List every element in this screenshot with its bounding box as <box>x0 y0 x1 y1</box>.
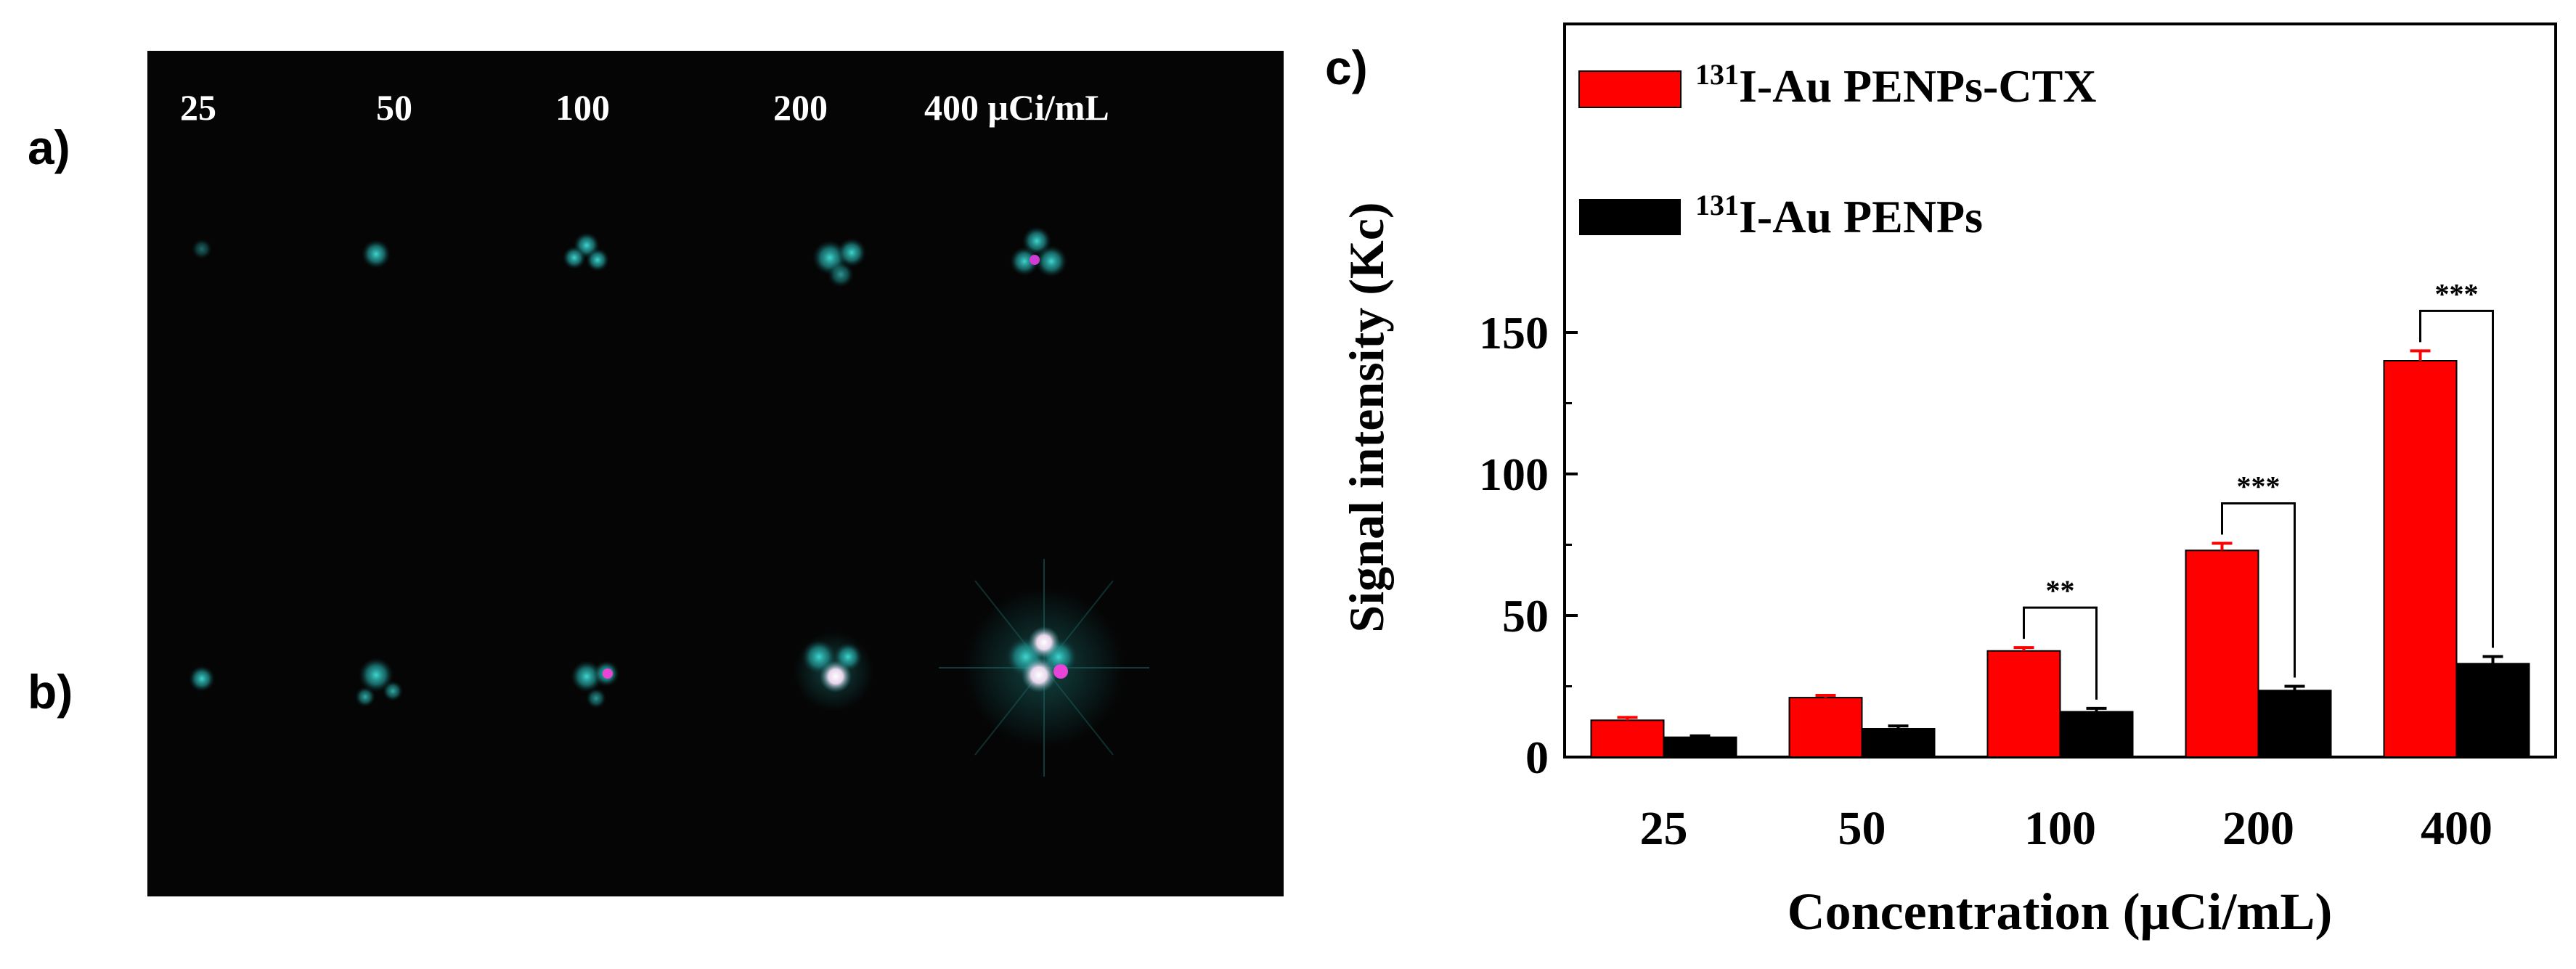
x-axis-ticks: 25 50 100 200 400 <box>1640 802 2493 855</box>
spot-b-25 <box>189 666 215 692</box>
x-axis-title: Concentration (μCi/mL) <box>1788 883 2333 941</box>
spot-a-50 <box>362 240 391 269</box>
y-tick-label: 100 <box>1479 449 1549 500</box>
spot-row-b <box>189 559 1149 777</box>
spot-b-400 <box>939 559 1149 777</box>
bar-ctx-50 <box>1788 697 1863 758</box>
y-tick-label: 150 <box>1479 307 1549 359</box>
spot-b-50 <box>355 658 403 707</box>
bar-penp-200 <box>2257 690 2332 758</box>
legend-label-ctx: 131I-Au PENPs-CTX <box>1695 58 2096 112</box>
legend: 131I-Au PENPs-CTX 131I-Au PENPs <box>1578 58 2096 242</box>
bar-ctx-200 <box>2185 549 2259 758</box>
spot-a-100 <box>563 232 609 271</box>
scan-conc-label-50: 50 <box>376 87 412 128</box>
significance-label: *** <box>2237 470 2281 503</box>
spot-row-a <box>192 226 1067 287</box>
legend-swatch-ctx <box>1578 70 1682 108</box>
scan-conc-label-25: 25 <box>180 87 216 128</box>
scan-conc-label-400: 400 μCi/mL <box>924 87 1109 128</box>
bar-penp-100 <box>2059 711 2134 758</box>
x-tick-label-25: 25 <box>1640 802 1688 855</box>
spot-b-200 <box>794 631 873 711</box>
scan-conc-label-200: 200 <box>773 87 828 128</box>
significance-group: ******** <box>2023 277 2494 700</box>
y-tick-label: 0 <box>1525 732 1549 783</box>
y-tick-label: 50 <box>1502 590 1549 642</box>
bar-penp-400 <box>2455 663 2530 758</box>
spot-a-25 <box>192 239 212 259</box>
bars-group <box>1590 349 2530 759</box>
bar-ctx-25 <box>1590 719 1665 758</box>
y-axis-title: Signal intensity (Kc) <box>1339 202 1394 632</box>
significance-label: *** <box>2435 277 2479 310</box>
bar-penp-50 <box>1861 728 1936 758</box>
x-tick-label-400: 400 <box>2421 802 2493 855</box>
x-tick-label-200: 200 <box>2222 802 2294 855</box>
x-tick-label-50: 50 <box>1838 802 1886 855</box>
significance-bracket <box>2221 502 2296 678</box>
panel-label-a: a) <box>28 120 70 174</box>
spot-a-200 <box>812 238 866 287</box>
significance-label: ** <box>2046 574 2075 607</box>
bar-ctx-100 <box>1986 650 2061 758</box>
x-tick-label-100: 100 <box>2024 802 2096 855</box>
significance-bracket <box>2023 606 2098 700</box>
legend-swatch-penp <box>1579 199 1681 235</box>
y-axis-ticks: 0 50 100 150 <box>1479 307 1578 783</box>
bar-penp-25 <box>1663 736 1737 759</box>
scan-background <box>147 51 1284 896</box>
legend-label-penp: 131I-Au PENPs <box>1695 189 1983 242</box>
scan-conc-label-100: 100 <box>555 87 610 128</box>
bar-ctx-400 <box>2383 360 2458 758</box>
gamma-scan-image: 25 50 100 200 400 μCi/mL <box>147 51 1284 896</box>
spot-a-400 <box>1010 226 1067 277</box>
panel-label-c: c) <box>1325 41 1368 94</box>
spot-b-100 <box>571 661 619 708</box>
significance-bracket <box>2419 309 2494 648</box>
panel-label-b: b) <box>28 665 73 719</box>
